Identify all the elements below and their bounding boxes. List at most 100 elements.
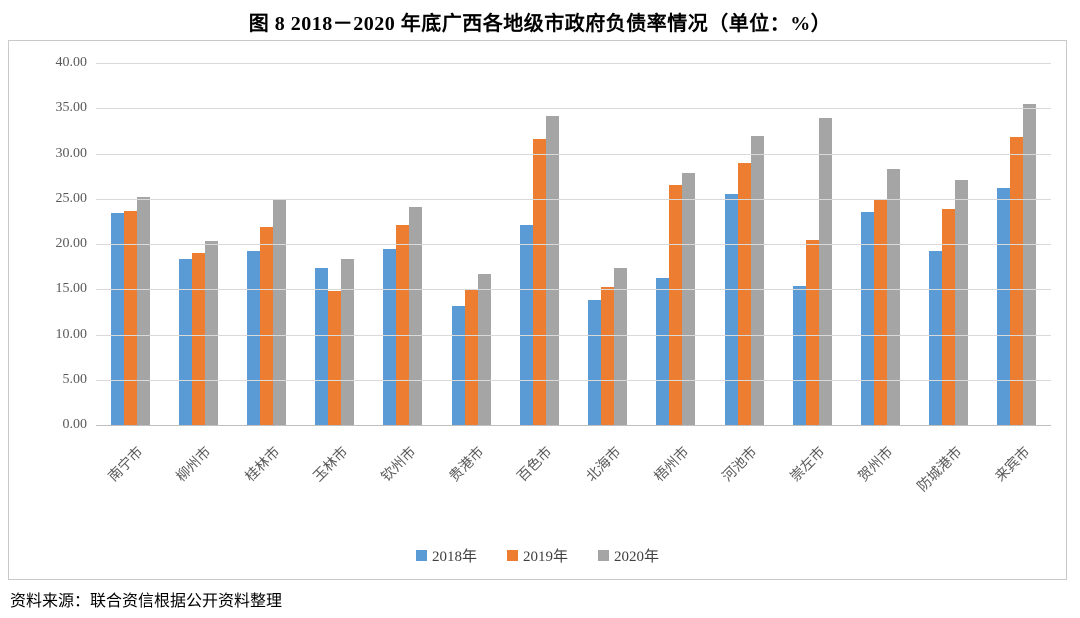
bar-2018年-柳州市 (178, 258, 192, 425)
gridline (96, 289, 1051, 291)
bar-2018年-贺州市 (861, 212, 875, 425)
bar-2019年-贵港市 (464, 290, 478, 425)
x-category-label: 梧州市 (651, 444, 693, 486)
bar-group (778, 63, 846, 425)
bar-group (574, 63, 642, 425)
bar-group (301, 63, 369, 425)
y-tick-label: 10.00 (55, 326, 88, 342)
bar-2018年-北海市 (588, 300, 602, 425)
bar-2018年-崇左市 (792, 285, 806, 425)
bar-2018年-来宾市 (997, 187, 1011, 425)
y-tick-label: 20.00 (55, 236, 88, 251)
gridline (96, 63, 1051, 64)
bar-2019年-柳州市 (191, 253, 205, 425)
bar-2019年-梧州市 (669, 185, 683, 425)
bar-2020年-来宾市 (1023, 103, 1037, 425)
y-tick-label: 0.00 (62, 417, 88, 432)
gridline (96, 198, 1051, 200)
legend-item: 2020年 (598, 545, 659, 566)
legend: 2018年 2019年 2020年 (9, 545, 1066, 566)
bar-2019年-玉林市 (328, 291, 342, 425)
bar-series-container (96, 63, 1051, 425)
bar-2019年-河池市 (737, 162, 751, 425)
chart-title: 图 8 2018－2020 年底广西各地级市政府负债率情况（单位：%） (248, 13, 832, 35)
legend-item: 2019年 (506, 545, 568, 566)
y-tick-label: 30.00 (55, 145, 88, 161)
bar-2020年-河池市 (750, 136, 764, 425)
gridline (96, 334, 1051, 336)
bar-2020年-百色市 (545, 116, 559, 425)
bar-group (846, 63, 914, 425)
y-tick-label: 25.00 (55, 190, 88, 206)
bar-2018年-梧州市 (656, 278, 670, 425)
y-tick-label: 15.00 (55, 281, 88, 297)
bar-2019年-百色市 (532, 139, 546, 425)
bar-group (642, 63, 710, 425)
gridline (96, 153, 1051, 155)
bar-2020年-钦州市 (409, 206, 423, 425)
bar-group (232, 63, 300, 425)
legend-label: 2019年 (522, 549, 568, 565)
bar-2019年-崇左市 (805, 239, 819, 425)
bar-2018年-防城港市 (929, 251, 943, 425)
bar-group (437, 63, 505, 425)
bar-2020年-南宁市 (136, 196, 150, 425)
bar-2019年-北海市 (601, 286, 615, 425)
x-category-label: 南宁市 (106, 444, 147, 486)
y-axis: 0.00 5.00 10.00 15.00 20.00 25.00 30.00 35.00 40… (9, 41, 89, 579)
bar-2020年-桂林市 (273, 198, 287, 425)
legend-swatch (506, 550, 518, 561)
bar-2019年-贺州市 (874, 198, 888, 425)
legend-swatch (415, 550, 427, 561)
bar-2020年-柳州市 (204, 241, 218, 425)
bar-group (915, 63, 983, 425)
x-category-label: 防城港市 (914, 444, 966, 495)
bar-2020年-崇左市 (818, 118, 832, 425)
x-category-label: 钦州市 (379, 444, 420, 486)
bar-2018年-钦州市 (383, 248, 397, 425)
x-category-label: 崇左市 (788, 444, 829, 486)
legend-item: 2018年 (415, 545, 477, 566)
bar-2020年-贵港市 (477, 273, 491, 425)
legend-swatch (598, 550, 609, 561)
bar-group (369, 63, 437, 425)
bar-2018年-河池市 (724, 194, 738, 425)
x-axis: 南宁市 柳州市 桂林市 玉林市 钦州市 贵港市 百色市 北海市 梧州市 河池市 崇左市 贺州市 防城港市… (96, 425, 1051, 525)
x-category-label: 贵港市 (447, 444, 488, 486)
x-category-label: 来宾市 (992, 444, 1034, 486)
y-tick-label: 35.00 (55, 100, 88, 116)
bar-2018年-贵港市 (451, 305, 465, 425)
plot-area (96, 63, 1051, 426)
bar-2020年-贺州市 (887, 168, 901, 425)
gridline (96, 379, 1051, 381)
legend-label: 2018年 (431, 549, 477, 565)
bar-2018年-南宁市 (110, 213, 124, 425)
bar-2020年-玉林市 (341, 259, 355, 425)
x-category-label: 玉林市 (310, 444, 352, 486)
bar-2018年-玉林市 (315, 267, 329, 425)
x-category-label: 柳州市 (174, 444, 215, 486)
x-category-label: 百色市 (515, 444, 556, 486)
bar-2019年-来宾市 (1010, 137, 1024, 425)
bar-2019年-钦州市 (396, 225, 410, 425)
bar-2018年-桂林市 (247, 251, 261, 425)
x-category-label: 贺州市 (856, 444, 897, 486)
bar-2019年-防城港市 (942, 208, 956, 425)
bar-group (710, 63, 778, 425)
source-note: 资料来源：联合资信根据公开资料整理 (10, 593, 283, 610)
bar-2018年-百色市 (519, 225, 533, 425)
bar-2020年-防城港市 (955, 179, 969, 425)
bar-group (983, 63, 1051, 425)
x-category-label: 北海市 (583, 444, 624, 486)
y-tick-label: 40.00 (55, 55, 88, 70)
bar-2020年-北海市 (614, 268, 628, 425)
bar-2020年-梧州市 (682, 173, 696, 425)
x-category-label: 桂林市 (242, 444, 283, 486)
bar-group (505, 63, 573, 425)
legend-label: 2020年 (614, 549, 660, 565)
bar-group (164, 63, 232, 425)
bar-2019年-桂林市 (260, 226, 274, 425)
y-tick-label: 5.00 (62, 371, 88, 387)
chart-frame: 0.00 5.00 10.00 15.00 20.00 25.00 30.00 35.00 40… (8, 40, 1067, 580)
bar-group (96, 63, 164, 425)
